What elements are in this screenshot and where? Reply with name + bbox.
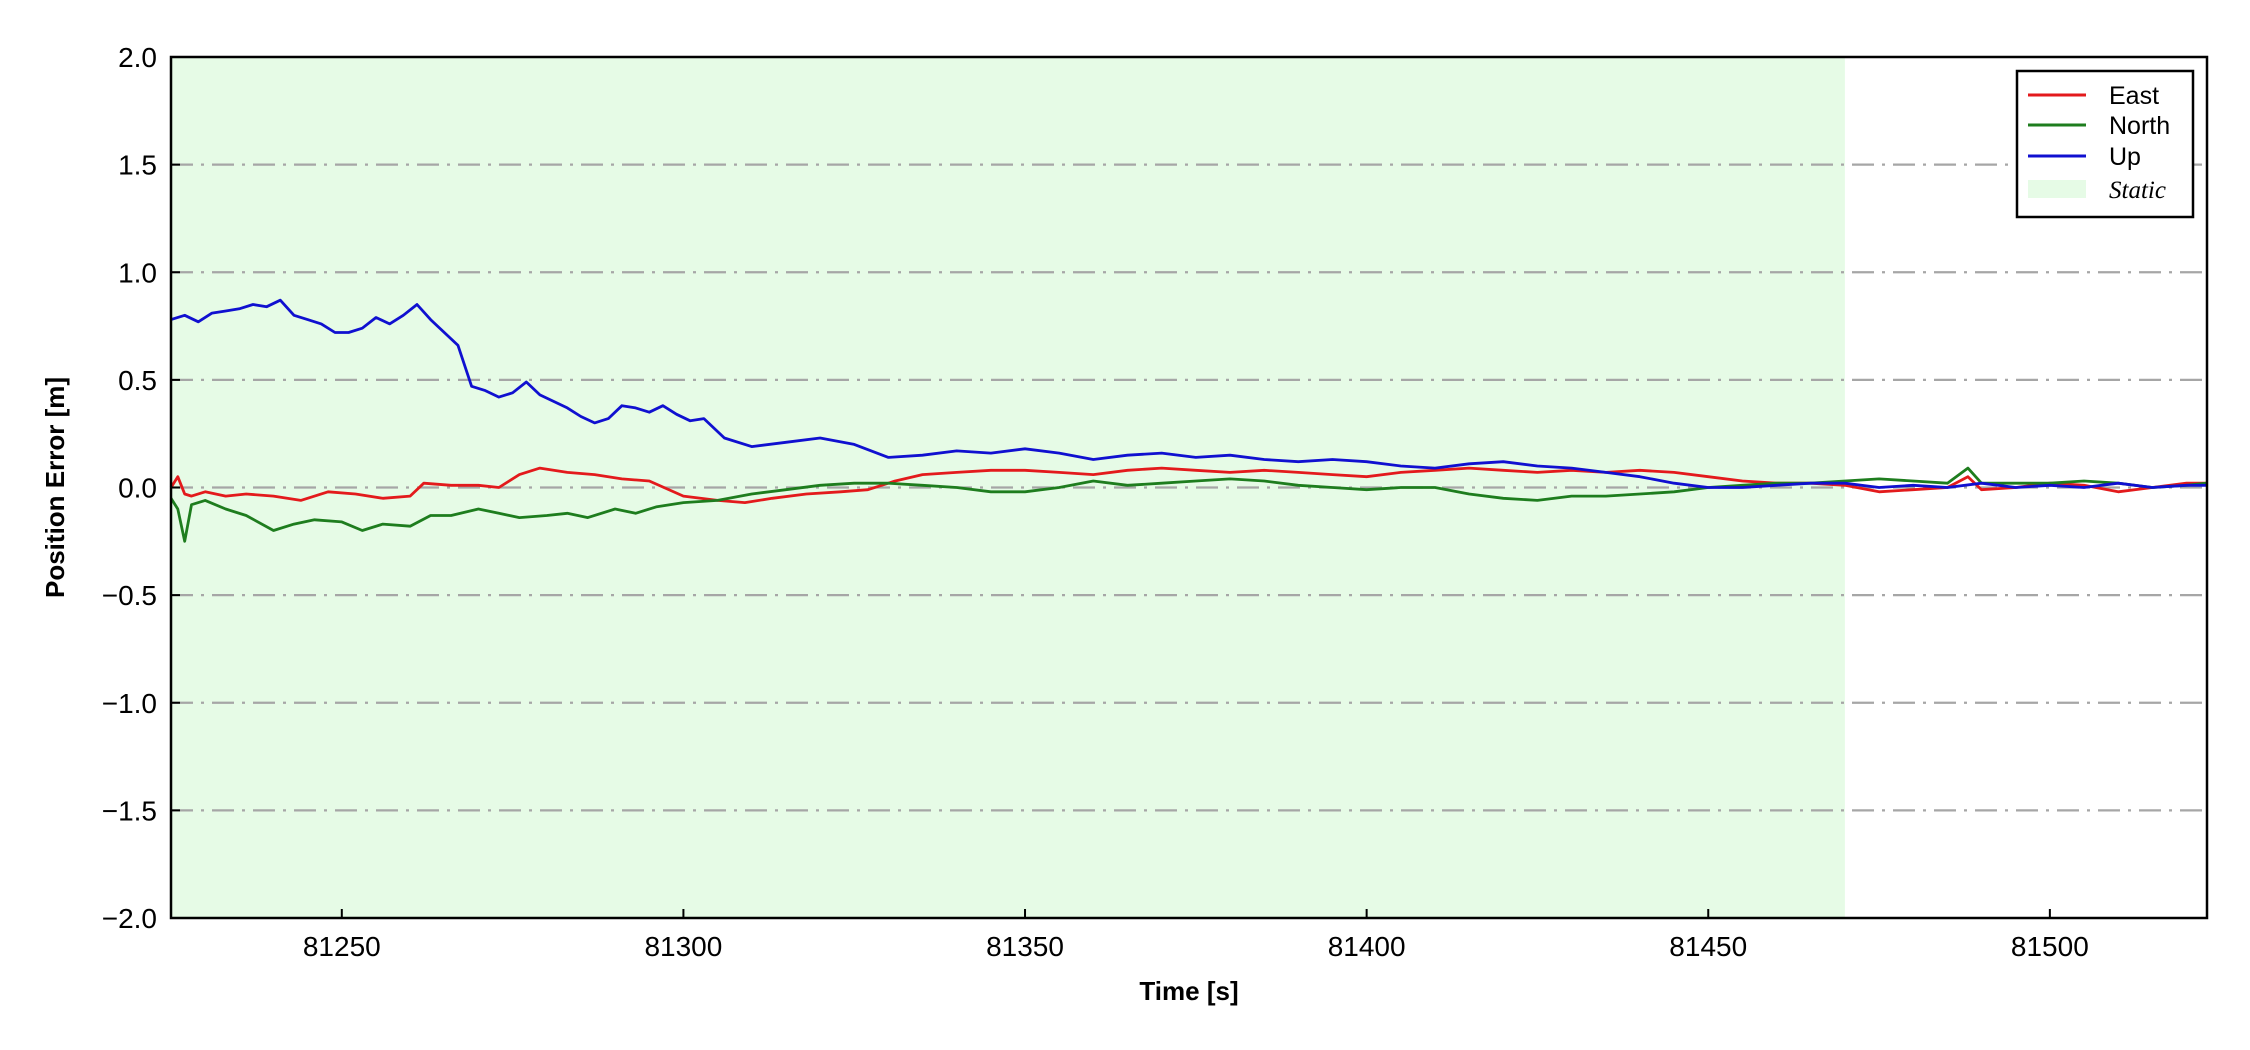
x-tick-label: 81350 (986, 931, 1064, 962)
legend-label-north: North (2109, 112, 2170, 140)
y-tick-label: −0.5 (102, 580, 157, 611)
series-line-north (169, 466, 2208, 543)
y-tick-label: 0.5 (118, 365, 157, 396)
x-axis-title: Time [s] (1139, 976, 1238, 1006)
x-tick-label: 81450 (1669, 931, 1747, 962)
y-axis: 2.0 1.5 1.0 0.5 0.0 −0.5 −1.0 −1.5 −2.0 (102, 42, 180, 934)
x-tick-label: 81250 (303, 931, 381, 962)
y-tick-label: 0.0 (118, 473, 157, 504)
series-line-up (170, 298, 2207, 489)
legend-label-east: East (2109, 82, 2159, 110)
series-line-east (169, 466, 2207, 505)
x-tick-label: 81500 (2011, 931, 2089, 962)
y-tick-label: −1.0 (102, 688, 157, 719)
x-axis: 81250 81300 81350 81400 81450 81500 (303, 909, 2089, 962)
grid-lines (171, 163, 2207, 812)
y-tick-label: −1.5 (102, 795, 157, 826)
legend-label-static: Static (2109, 177, 2166, 204)
x-tick-label: 81400 (1328, 931, 1406, 962)
x-tick-label: 81300 (644, 931, 722, 962)
legend-swatch-static (2028, 180, 2086, 198)
y-tick-label: 1.5 (118, 150, 157, 181)
legend-label-up: Up (2109, 143, 2141, 171)
y-tick-label: −2.0 (102, 903, 157, 934)
y-tick-label: 2.0 (118, 42, 157, 73)
y-axis-title: Position Error [m] (40, 377, 70, 598)
y-tick-label: 1.0 (118, 257, 157, 288)
plot-series (169, 298, 2208, 543)
